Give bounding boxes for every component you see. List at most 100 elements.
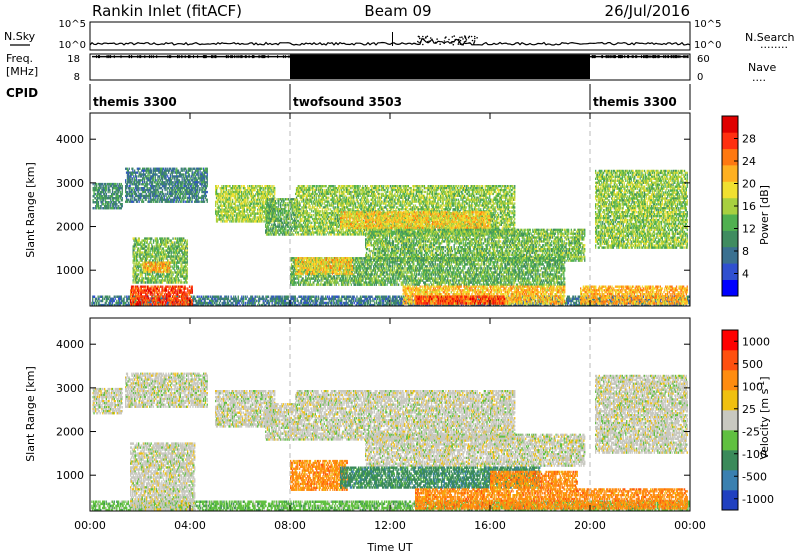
nsearch-dot [448, 39, 450, 41]
nsearch-dot [427, 36, 429, 38]
heatmap-cell [150, 297, 151, 299]
nsearch-dot [452, 36, 454, 38]
nsearch-dot [418, 36, 420, 38]
nsearch-dot [436, 38, 438, 40]
heatmap-cell [146, 303, 147, 305]
nsearch-dot [430, 37, 432, 39]
figure: Rankin Inlet (fitACF) Beam 09 26/Jul/201… [0, 0, 800, 554]
freq-label-2: [MHz] [6, 65, 38, 78]
nsky-line [90, 39, 690, 45]
nsearch-dot [454, 39, 456, 41]
heatmap-cell [156, 303, 157, 305]
heatmap-cell [318, 298, 319, 301]
nsearch-dot [458, 39, 460, 41]
heatmap-cell [256, 300, 257, 303]
freq-tick-bottom: 8 [74, 72, 80, 83]
heatmap-cell [102, 300, 103, 303]
nsearch-dot [435, 42, 437, 44]
nsearch-dot [422, 44, 424, 46]
nsearch-dot [474, 36, 476, 38]
nsearch-dot [459, 37, 461, 39]
heatmap-cell [185, 287, 186, 289]
nsearch-dot [453, 35, 455, 37]
nsearch-dot [466, 39, 468, 41]
nsearch-dot [420, 41, 422, 43]
noise-left-tick-top: 10^5 [59, 19, 86, 30]
nsearch-dot [428, 40, 430, 42]
noise-trace [90, 32, 690, 46]
nsearch-dot [423, 38, 425, 40]
cpid-segment-label: twofsound 3503 [293, 95, 402, 109]
nsearch-dot [462, 44, 464, 46]
nsearch-dot [471, 36, 473, 38]
nsearch-dot [468, 42, 470, 44]
nsearch-dot [462, 38, 464, 40]
nsearch-dot [458, 43, 460, 45]
nsearch-dot [444, 40, 446, 42]
nsearch-dot [473, 42, 475, 44]
nsearch-dot [474, 38, 476, 40]
heatmap-cell [137, 255, 138, 257]
cpid-label: CPID [6, 86, 38, 100]
station-title: Rankin Inlet (fitACF) [92, 2, 242, 20]
nsearch-legend-style: ........ [760, 38, 788, 51]
nsky-label: N.Sky [4, 30, 36, 43]
nsearch-dot [476, 37, 478, 39]
nsearch-dot [414, 43, 416, 45]
nsearch-dot [453, 41, 455, 43]
date-title: 26/Jul/2016 [605, 2, 690, 20]
heatmap-cell [189, 286, 190, 288]
nsearch-dot [427, 41, 429, 43]
nsearch-dot [469, 36, 471, 38]
nsearch-dot [418, 42, 420, 44]
heatmap-cell [268, 296, 269, 299]
nave-block [290, 55, 590, 79]
heatmap-cell [115, 298, 116, 301]
nave-tick-bottom: 0 [697, 72, 703, 83]
noise-right-tick-bottom: 10^0 [694, 40, 721, 51]
power-cells [91, 168, 690, 307]
freq-label-1: Freq. [6, 52, 33, 65]
nsearch-dot [474, 40, 476, 42]
heatmap-cell [185, 303, 186, 305]
noise-right-tick-top: 10^5 [694, 19, 721, 30]
nsearch-dot [472, 40, 474, 42]
nsearch-dot [417, 41, 419, 43]
nsearch-dot [464, 35, 466, 37]
heatmap-cell [163, 303, 164, 305]
nsearch-dot [439, 43, 441, 45]
beam-title: Beam 09 [364, 2, 431, 20]
heatmap-cell [152, 293, 153, 295]
heatmap-cell [145, 281, 146, 283]
heatmap-cell [166, 289, 167, 291]
heatmap-cell [133, 281, 134, 283]
nsearch-dot [453, 44, 455, 46]
heatmap-cell [134, 247, 135, 249]
heatmap-cell [148, 303, 149, 305]
nsearch-dot [460, 43, 462, 45]
nsearch-dot [464, 37, 466, 39]
nsearch-dot [461, 36, 463, 38]
cpid-segment-label: themis 3300 [93, 95, 177, 109]
heatmap-cell [192, 303, 193, 305]
heatmap-cell [140, 303, 141, 305]
freq-trace [92, 55, 688, 79]
noise-panel [90, 22, 690, 50]
nsearch-dot [422, 36, 424, 38]
noise-left-tick-bottom: 10^0 [59, 40, 86, 51]
freq-tick-top: 18 [67, 54, 80, 65]
nsearch-dot [451, 42, 453, 44]
heatmap-cell [124, 296, 125, 299]
nsearch-dot [459, 41, 461, 43]
heatmap-cell [247, 296, 248, 299]
heatmap-cell [176, 286, 177, 288]
heatmap-cell [164, 295, 165, 297]
nsearch-dot [443, 43, 445, 45]
heatmap-cell [138, 273, 139, 275]
nsearch-dot [445, 36, 447, 38]
nsearch-dot [425, 36, 427, 38]
nave-tick-top: 60 [697, 54, 710, 65]
nave-legend-style: .... [752, 71, 766, 84]
nsearch-dot [473, 43, 475, 45]
heatmap-cell [138, 269, 139, 271]
